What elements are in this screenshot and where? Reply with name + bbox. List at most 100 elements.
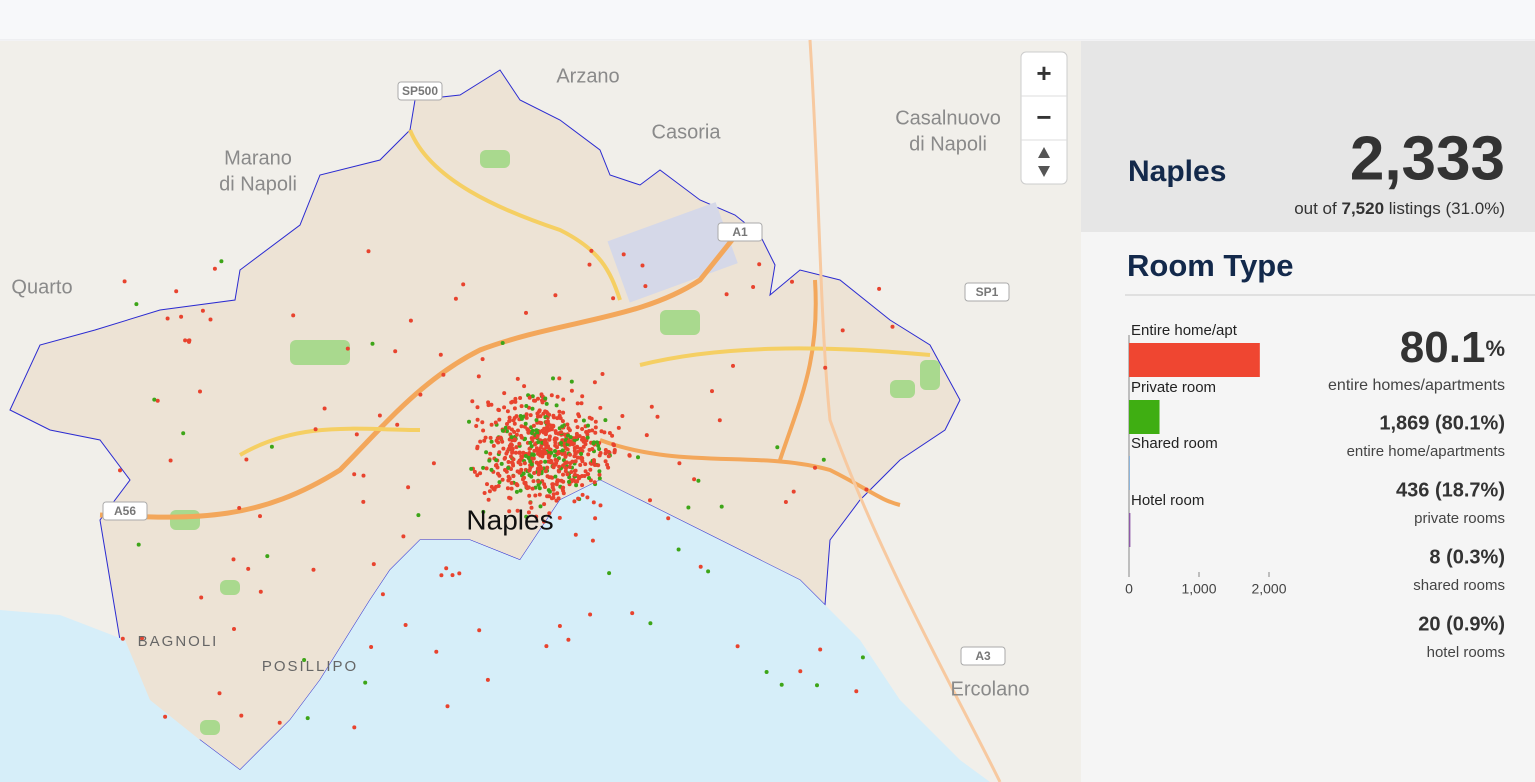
road <box>99 228 742 520</box>
listing-dot <box>593 516 598 521</box>
listing-dot <box>165 316 170 321</box>
listing-dot <box>840 328 845 333</box>
listing-dot <box>560 486 565 491</box>
listing-dot <box>579 455 584 460</box>
listing-dot <box>627 453 632 458</box>
listing-dot <box>549 393 554 398</box>
listing-dot <box>482 491 487 495</box>
listing-dot <box>475 417 480 422</box>
listing-dot <box>549 450 554 455</box>
listing-dot <box>553 436 558 441</box>
listing-dot <box>453 296 458 301</box>
listing-dot <box>183 338 188 343</box>
listing-dot <box>587 262 592 267</box>
neighbourhood: Naples <box>1128 155 1226 188</box>
listing-dot <box>719 504 724 509</box>
listing-dot <box>553 449 557 453</box>
x-tick-label: 2,000 <box>1251 581 1286 597</box>
compass[interactable] <box>1038 147 1050 177</box>
listing-dot <box>231 557 236 562</box>
headline-value: 80.1 <box>1400 323 1486 372</box>
listing-dot <box>526 510 531 515</box>
listing-dot <box>457 571 462 576</box>
listing-dot <box>572 445 577 450</box>
listing-dot <box>574 435 579 439</box>
listing-dot <box>555 394 560 399</box>
listing-dot <box>603 451 608 456</box>
park <box>480 150 510 168</box>
listing-dot <box>503 425 508 430</box>
listing-dot <box>174 289 179 294</box>
listing-dot <box>505 422 509 426</box>
listing-dot <box>524 404 529 408</box>
listing-dot <box>277 720 282 725</box>
listing-dot <box>480 420 485 425</box>
listing-dot <box>513 437 517 442</box>
listing-dot <box>484 450 489 455</box>
listing-dot <box>469 466 474 471</box>
listing-dot <box>361 473 366 478</box>
road-label: SP500 <box>402 84 438 98</box>
listing-dot <box>313 427 318 432</box>
listing-dot <box>514 414 519 419</box>
listing-dot <box>569 379 574 384</box>
x-tick-label: 1,000 <box>1181 581 1216 597</box>
listing-dot <box>522 461 527 466</box>
zoom-out[interactable]: − <box>1036 102 1051 132</box>
listing-dot <box>562 432 567 437</box>
listing-dot <box>570 459 575 464</box>
listing-dot <box>134 302 139 307</box>
listing-dot <box>499 461 504 466</box>
listing-dot <box>537 486 542 491</box>
listing-dot <box>484 466 489 471</box>
listing-dot <box>585 435 590 440</box>
road-shield <box>717 222 763 242</box>
listing-dot <box>536 479 541 484</box>
listing-dot <box>592 458 596 463</box>
listing-dot <box>576 496 581 501</box>
listing-dot <box>369 645 374 649</box>
listing-dot <box>513 450 518 455</box>
listing-dot <box>514 489 519 494</box>
listing-dot <box>574 483 579 488</box>
listing-dot <box>550 485 555 489</box>
listing-dot <box>686 505 691 510</box>
listing-dot <box>406 485 411 490</box>
listing-dot <box>517 450 522 455</box>
listing-dot <box>497 450 502 455</box>
listing-dot <box>570 441 575 446</box>
listing-dot <box>561 397 566 402</box>
listing-dot <box>580 394 585 399</box>
listing-dot <box>590 538 595 543</box>
zoom-in[interactable]: + <box>1036 58 1051 88</box>
listing-dot <box>545 474 550 479</box>
listing-dot <box>500 428 505 433</box>
listing-dot <box>519 435 524 440</box>
listing-dot <box>783 500 788 504</box>
listing-dot <box>371 562 376 567</box>
listing-dot <box>551 495 556 500</box>
text: listings <box>1389 199 1441 218</box>
listing-dot <box>587 429 592 433</box>
listing-dot <box>445 704 450 709</box>
listing-dot <box>542 447 547 452</box>
listing-dot <box>581 435 585 440</box>
listing-dot <box>524 412 529 417</box>
listing-dot <box>560 448 565 453</box>
listing-dot <box>710 389 714 394</box>
listing-dot <box>543 396 548 401</box>
map[interactable]: Arzano Casoria Casalnuovo di Napoli Marano di… <box>0 39 1081 782</box>
listing-dot <box>536 472 541 477</box>
park <box>920 360 940 390</box>
listing-dot <box>155 398 160 403</box>
listing-dot <box>596 463 601 468</box>
listing-dot <box>724 292 729 297</box>
listing-dot <box>821 457 826 462</box>
listing-dot <box>605 462 610 467</box>
listing-dot <box>380 592 385 597</box>
listing-dot <box>580 459 585 464</box>
listing-dot <box>552 453 557 458</box>
listing-dot <box>504 451 509 456</box>
listing-dot <box>603 448 608 452</box>
listing-dot <box>540 398 544 403</box>
